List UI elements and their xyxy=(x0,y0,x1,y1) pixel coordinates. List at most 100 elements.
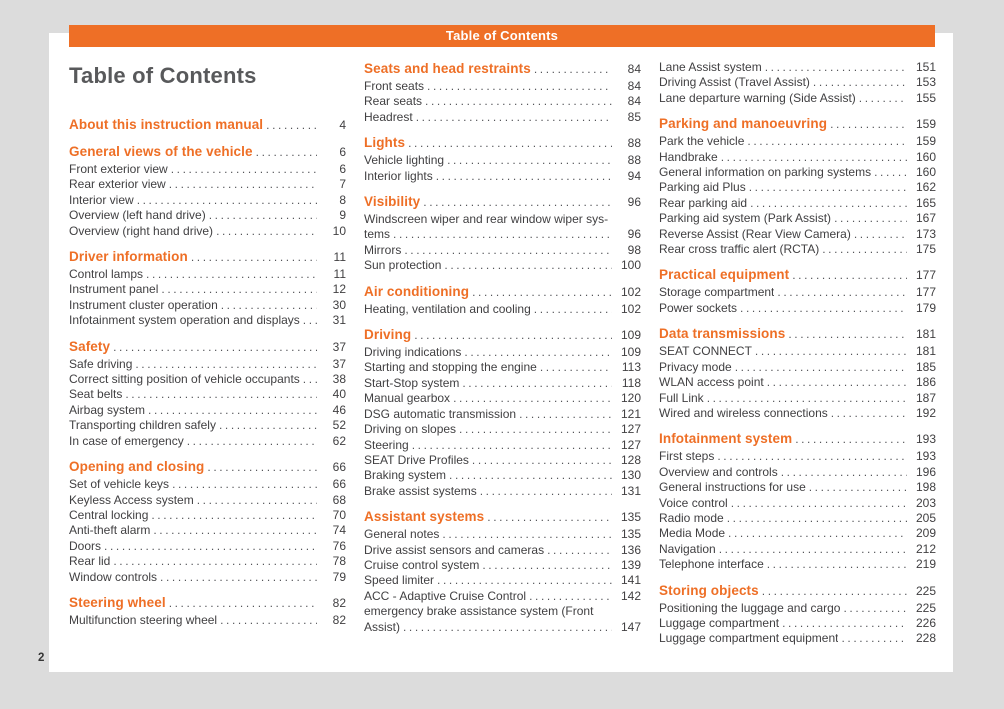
dot-leader xyxy=(161,282,317,297)
toc-entry: Manual gearbox 120 xyxy=(364,391,641,406)
dot-leader xyxy=(169,177,317,192)
dot-leader xyxy=(482,558,612,573)
toc-entry: tems 96 xyxy=(364,227,641,242)
toc-section: Practical equipment177Storage compartmen… xyxy=(659,266,936,316)
toc-entry: DSG automatic transmission 121 xyxy=(364,407,641,422)
toc-section: Lane Assist system151Driving Assist (Tra… xyxy=(659,60,936,106)
dot-leader xyxy=(104,539,317,554)
entry-label: Sun protection xyxy=(364,258,442,273)
dot-leader xyxy=(464,345,612,360)
dot-leader xyxy=(414,326,612,344)
heading-label: Visibility xyxy=(364,194,421,210)
entry-page-number: 141 xyxy=(620,573,641,588)
entry-label: Rear exterior view xyxy=(69,177,166,192)
entry-page-number: 193 xyxy=(915,449,936,464)
entry-page-number: 78 xyxy=(332,554,346,569)
entry-page-number: 70 xyxy=(332,507,346,522)
dot-leader xyxy=(874,165,907,180)
entry-label: Multifunction steering wheel xyxy=(69,612,218,627)
entry-label: Overview (right hand drive) xyxy=(69,223,214,238)
toc-section: Data transmissions181SEAT CONNECT181Priv… xyxy=(659,325,936,421)
toc-section-heading: Assistant systems 135 xyxy=(364,508,641,526)
toc-section-heading: About this instruction manual 4 xyxy=(69,116,346,134)
toc-entry: Overview and controls 196 xyxy=(659,465,936,480)
entry-label: Anti-theft alarm xyxy=(69,523,151,538)
dot-leader xyxy=(534,302,612,317)
dot-leader xyxy=(408,134,612,152)
entry-page-number: 205 xyxy=(915,510,936,525)
entry-label: Navigation xyxy=(659,541,716,556)
entry-page-number: 62 xyxy=(332,433,346,448)
entry-label: Luggage compartment equipment xyxy=(659,631,839,646)
entry-page-number: 121 xyxy=(620,406,641,421)
entry-label: Heating, ventilation and cooling xyxy=(364,301,531,316)
entry-page-number: 96 xyxy=(627,227,641,242)
toc-entry: Interior lights 94 xyxy=(364,169,641,184)
entry-label: Infotainment system operation and displa… xyxy=(69,313,300,328)
heading-label: Driver information xyxy=(69,249,188,265)
toc-section: Lights88Vehicle lighting88Interior light… xyxy=(364,134,641,184)
toc-entry: Speed limiter 141 xyxy=(364,573,641,588)
dot-leader xyxy=(747,134,907,149)
toc-entry: Instrument cluster operation 30 xyxy=(69,298,346,313)
dot-leader xyxy=(822,242,907,257)
toc-column-3: Lane Assist system151Driving Assist (Tra… xyxy=(659,60,936,672)
toc-section: Parking and manoeuvring159Park the vehic… xyxy=(659,115,936,257)
heading-label: Steering wheel xyxy=(69,594,166,610)
dot-leader xyxy=(453,391,612,406)
toc-entry: General instructions for use 198 xyxy=(659,480,936,495)
entry-page-number: 198 xyxy=(915,480,936,495)
entry-label: Overview (left hand drive) xyxy=(69,208,206,223)
toc-entry: Power sockets 179 xyxy=(659,301,936,316)
dot-leader xyxy=(423,193,612,211)
dot-leader xyxy=(160,570,317,585)
dot-leader xyxy=(727,511,907,526)
entry-label: Safe driving xyxy=(69,356,133,371)
toc-entry: Media Mode 209 xyxy=(659,526,936,541)
toc-column-1: Table of Contents About this instruction… xyxy=(69,60,346,672)
dot-leader xyxy=(393,227,612,242)
entry-page-number: 30 xyxy=(332,297,346,312)
toc-section-heading: Lights 88 xyxy=(364,134,641,152)
toc-entry: Wired and wireless connections 192 xyxy=(659,406,936,421)
toc-section-heading: Opening and closing 66 xyxy=(69,458,346,476)
toc-entry: Overview (right hand drive) 10 xyxy=(69,224,346,239)
entry-label: Voice control xyxy=(659,495,728,510)
entry-page-number: 175 xyxy=(915,242,936,257)
entry-page-number: 52 xyxy=(332,418,346,433)
toc-entry: Central locking 70 xyxy=(69,508,346,523)
entry-page-number: 212 xyxy=(915,541,936,556)
entry-page-number: 162 xyxy=(915,180,936,195)
entry-label: Lane departure warning (Side Assist) xyxy=(659,90,856,105)
toc-entry: Navigation 212 xyxy=(659,542,936,557)
toc-section-heading: Air conditioning 102 xyxy=(364,283,641,301)
toc-entry: Lane departure warning (Side Assist) 155 xyxy=(659,91,936,106)
toc-entry: Window controls 79 xyxy=(69,570,346,585)
entry-label: Driving indications xyxy=(364,345,462,360)
entry-page-number: 225 xyxy=(915,600,936,615)
entry-page-number: 37 xyxy=(332,339,346,354)
dot-leader xyxy=(529,589,612,604)
toc-entry: Steering 127 xyxy=(364,438,641,453)
entry-label: Control lamps xyxy=(69,267,144,282)
toc-entry: Voice control 203 xyxy=(659,496,936,511)
heading-label: Opening and closing xyxy=(69,459,205,475)
toc-section-heading: Practical equipment 177 xyxy=(659,266,936,284)
toc-entry: Anti-theft alarm 74 xyxy=(69,523,346,538)
dot-leader xyxy=(403,620,612,635)
entry-page-number: 82 xyxy=(332,612,346,627)
entry-page-number: 120 xyxy=(620,391,641,406)
entry-page-number: 118 xyxy=(621,375,641,390)
entry-page-number: 102 xyxy=(620,301,641,316)
dot-leader xyxy=(256,143,317,161)
entry-label: Rear lid xyxy=(69,554,111,569)
entry-label: Parking aid system (Park Assist) xyxy=(659,211,832,226)
dot-leader xyxy=(416,110,612,125)
entry-label: Mirrors xyxy=(364,242,402,257)
entry-page-number: 159 xyxy=(915,134,936,149)
page-title: Table of Contents xyxy=(69,63,257,88)
entry-label: Airbag system xyxy=(69,402,146,417)
dot-leader xyxy=(427,79,612,94)
toc-entry: Telephone interface 219 xyxy=(659,557,936,572)
dot-leader xyxy=(303,372,317,387)
